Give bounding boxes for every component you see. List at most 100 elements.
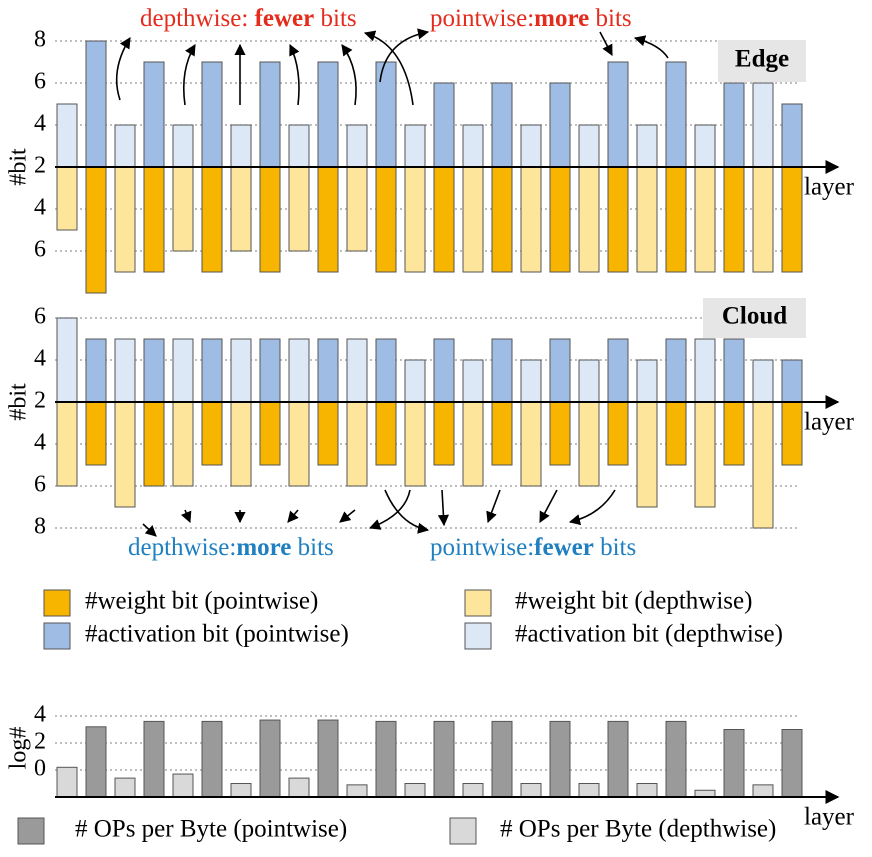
annotation: depthwise: fewer bits <box>140 5 357 32</box>
bar <box>636 783 658 798</box>
bar <box>578 401 600 487</box>
bar <box>346 124 368 168</box>
legend-swatch <box>43 622 71 650</box>
bar <box>607 720 629 798</box>
bar <box>433 166 455 273</box>
bar <box>578 124 600 168</box>
bar <box>259 338 281 403</box>
bar <box>85 401 107 466</box>
bar <box>172 401 194 487</box>
x-axis-label: layer <box>804 804 855 831</box>
annotation-part: more <box>236 534 291 561</box>
bar <box>56 317 78 403</box>
y-tick-label: 8 <box>34 27 46 53</box>
bar <box>317 338 339 403</box>
bar <box>288 166 310 252</box>
annotation-part: bits <box>589 5 631 32</box>
bar <box>404 124 426 168</box>
bar <box>491 720 513 798</box>
bar <box>404 401 426 487</box>
y-axis-label: #bit <box>6 383 32 421</box>
y-axis-label: log# <box>6 727 32 770</box>
bar <box>752 82 774 168</box>
bar <box>607 338 629 403</box>
annotation-part: depthwise: <box>140 5 255 32</box>
arrow <box>539 489 558 523</box>
arrow <box>142 523 157 537</box>
arrow <box>339 509 356 523</box>
bar <box>607 61 629 168</box>
bar <box>578 166 600 273</box>
bar <box>259 166 281 273</box>
bar <box>723 82 745 168</box>
bar <box>230 401 252 487</box>
bar <box>781 401 803 466</box>
bar <box>346 338 368 403</box>
bar <box>781 359 803 403</box>
y-tick-label: 4 <box>34 346 46 372</box>
bar <box>462 401 484 487</box>
bar <box>375 401 397 466</box>
annotation-part: depthwise: <box>128 534 236 561</box>
panel-label: Cloud <box>722 303 787 330</box>
arrow <box>180 509 192 524</box>
bar <box>491 166 513 273</box>
bar <box>520 783 542 798</box>
bar <box>781 729 803 798</box>
bar <box>85 166 107 294</box>
y-tick-label: 2 <box>34 388 46 414</box>
bar <box>723 166 745 273</box>
y-tick-label: 8 <box>34 514 46 540</box>
bar <box>752 359 774 403</box>
bar <box>172 124 194 168</box>
bar <box>491 338 513 403</box>
bar <box>85 338 107 403</box>
bar <box>665 401 687 466</box>
annotation: depthwise:more bits <box>128 534 334 561</box>
y-tick-label: 2 <box>34 153 46 179</box>
bar <box>317 401 339 466</box>
bar <box>723 729 745 798</box>
panel-label-bg <box>703 298 806 338</box>
x-axis-label: layer <box>804 174 855 201</box>
y-tick-label: 6 <box>34 69 46 95</box>
bar <box>201 401 223 466</box>
legend-label: #activation bit (pointwise) <box>85 621 349 648</box>
bar <box>491 401 513 466</box>
bar <box>694 166 716 273</box>
bar <box>549 720 571 798</box>
bar <box>259 719 281 798</box>
bar <box>549 338 571 403</box>
panel-label-bg <box>718 40 806 82</box>
bar <box>433 82 455 168</box>
bar <box>549 82 571 168</box>
bar <box>636 124 658 168</box>
bar <box>549 166 571 273</box>
bar <box>375 61 397 168</box>
arrow <box>341 44 357 106</box>
bar <box>230 338 252 403</box>
bar <box>549 401 571 466</box>
arrow <box>115 37 131 101</box>
bar <box>607 401 629 466</box>
bar <box>520 124 542 168</box>
y-tick-label: 6 <box>34 304 46 330</box>
bar <box>114 401 136 508</box>
arrow <box>363 30 414 106</box>
bar <box>404 166 426 273</box>
annotation-part: pointwise: <box>430 5 534 32</box>
bar <box>288 338 310 403</box>
arrow <box>384 489 430 534</box>
bar <box>143 401 165 487</box>
legend-swatch <box>449 817 477 845</box>
bar <box>201 338 223 403</box>
arrow <box>437 489 450 527</box>
bar <box>636 166 658 273</box>
bar <box>665 338 687 403</box>
legend-label: # OPs per Byte (depthwise) <box>500 816 776 843</box>
annotation-arrows <box>115 28 669 537</box>
bar <box>752 401 774 529</box>
bar <box>375 338 397 403</box>
bar <box>781 103 803 168</box>
